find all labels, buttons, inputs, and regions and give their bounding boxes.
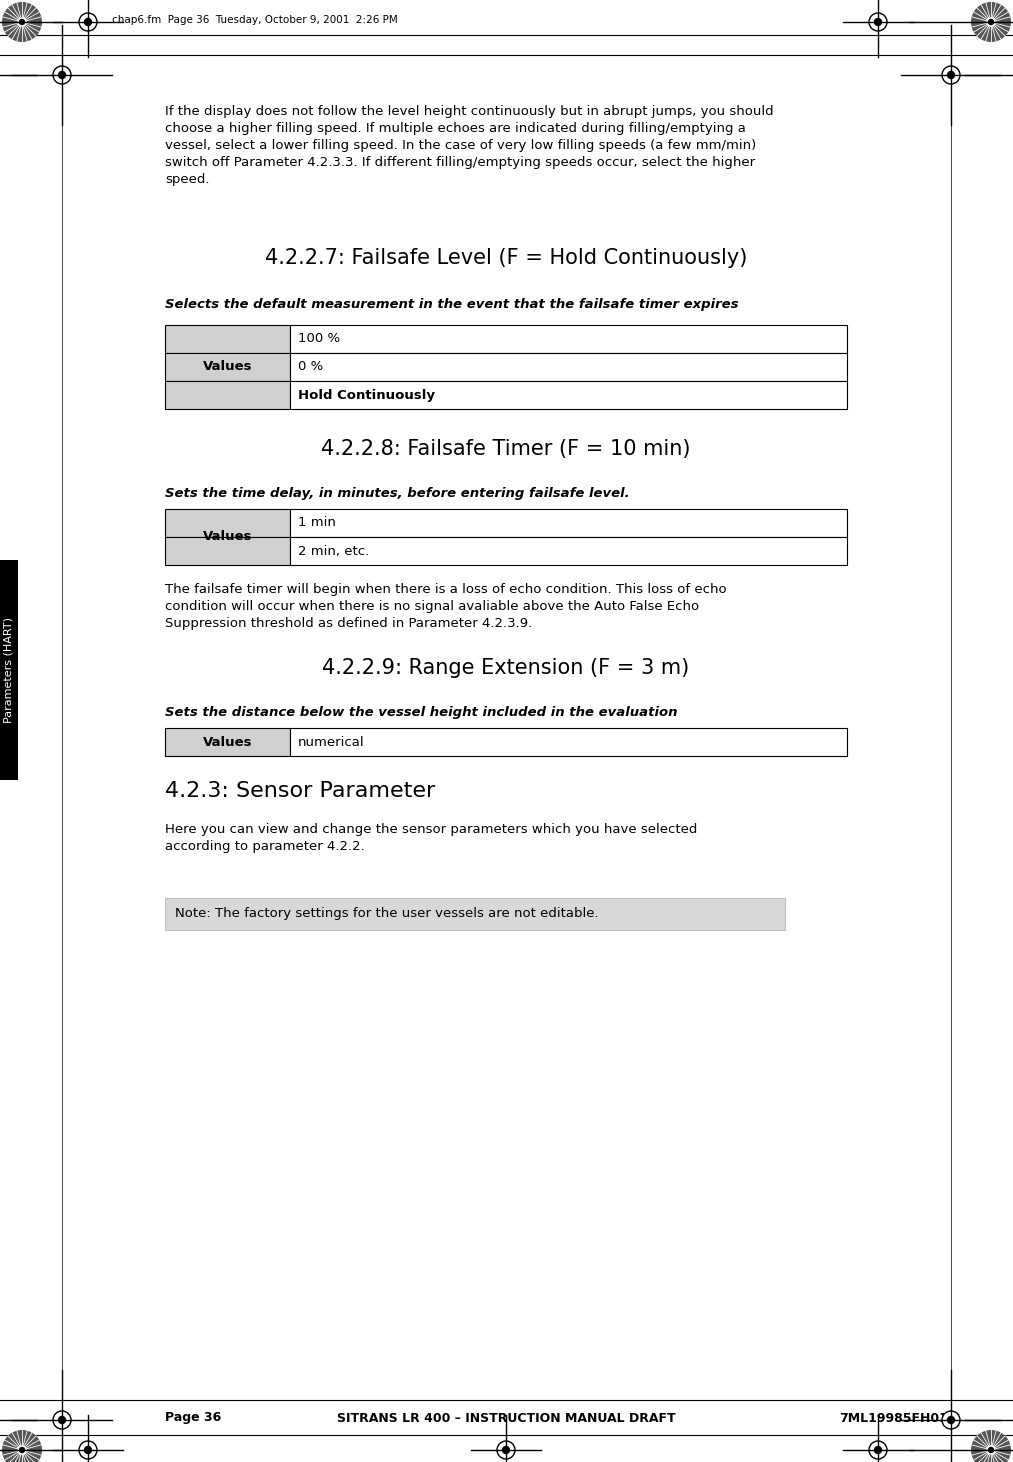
Circle shape (19, 19, 24, 25)
Circle shape (18, 18, 26, 26)
Circle shape (2, 1430, 42, 1462)
Bar (165, 898, 785, 930)
Text: Here you can view and change the sensor parameters which you have selected
accor: Here you can view and change the sensor … (165, 823, 697, 852)
Text: 1 min: 1 min (298, 516, 336, 529)
Bar (165, 352, 290, 382)
Bar (290, 352, 847, 382)
Circle shape (53, 1411, 71, 1428)
Circle shape (79, 13, 97, 31)
Circle shape (987, 18, 995, 26)
Text: Note: The factory settings for the user vessels are not editable.: Note: The factory settings for the user … (175, 908, 599, 921)
Circle shape (79, 1442, 97, 1459)
Bar (165, 537, 290, 564)
Text: 4.2.2.7: Failsafe Level (F = Hold Continuously): 4.2.2.7: Failsafe Level (F = Hold Contin… (264, 249, 748, 268)
Circle shape (869, 1442, 887, 1459)
Text: 4.2.2.8: Failsafe Timer (F = 10 min): 4.2.2.8: Failsafe Timer (F = 10 min) (321, 439, 691, 459)
Circle shape (59, 72, 66, 79)
Text: Parameters (HART): Parameters (HART) (4, 617, 14, 724)
Circle shape (971, 1430, 1011, 1462)
Circle shape (874, 19, 881, 25)
Circle shape (59, 1417, 66, 1424)
Circle shape (989, 1447, 994, 1453)
Text: numerical: numerical (298, 735, 365, 749)
Text: Values: Values (203, 531, 252, 544)
Text: Sets the distance below the vessel height included in the evaluation: Sets the distance below the vessel heigh… (165, 706, 678, 719)
Circle shape (53, 66, 71, 83)
Text: 4.2.2.9: Range Extension (F = 3 m): 4.2.2.9: Range Extension (F = 3 m) (322, 658, 690, 678)
Bar (290, 537, 847, 564)
Text: The failsafe timer will begin when there is a loss of echo condition. This loss : The failsafe timer will begin when there… (165, 583, 726, 630)
Text: 7ML19985FH01: 7ML19985FH01 (839, 1411, 948, 1424)
Circle shape (942, 66, 960, 83)
Text: Sets the time delay, in minutes, before entering failsafe level.: Sets the time delay, in minutes, before … (165, 487, 630, 500)
Circle shape (2, 1, 42, 42)
Circle shape (18, 1446, 26, 1455)
Bar (290, 728, 847, 756)
Text: chap6.fm  Page 36  Tuesday, October 9, 2001  2:26 PM: chap6.fm Page 36 Tuesday, October 9, 200… (112, 15, 398, 25)
Text: If the display does not follow the level height continuously but in abrupt jumps: If the display does not follow the level… (165, 105, 774, 186)
Bar (290, 509, 847, 537)
Circle shape (84, 1446, 91, 1453)
Circle shape (869, 13, 887, 31)
Circle shape (971, 1, 1011, 42)
Bar (165, 509, 290, 537)
Text: 4.2.3: Sensor Parameter: 4.2.3: Sensor Parameter (165, 781, 436, 801)
Bar (165, 728, 290, 756)
Bar (165, 382, 290, 409)
Text: 0 %: 0 % (298, 361, 323, 373)
Text: Values: Values (203, 361, 252, 373)
Circle shape (19, 1447, 24, 1453)
Circle shape (987, 1446, 995, 1455)
Text: 2 min, etc.: 2 min, etc. (298, 544, 370, 557)
Text: Hold Continuously: Hold Continuously (298, 389, 435, 402)
Bar (165, 325, 290, 352)
Circle shape (947, 72, 954, 79)
Bar (0, 560, 18, 781)
Text: 100 %: 100 % (298, 332, 340, 345)
Circle shape (947, 1417, 954, 1424)
Circle shape (502, 1446, 510, 1453)
Bar (290, 325, 847, 352)
Circle shape (84, 19, 91, 25)
Circle shape (874, 1446, 881, 1453)
Circle shape (989, 19, 994, 25)
Text: SITRANS LR 400 – INSTRUCTION MANUAL DRAFT: SITRANS LR 400 – INSTRUCTION MANUAL DRAF… (336, 1411, 676, 1424)
Circle shape (497, 1442, 515, 1459)
Text: Page 36: Page 36 (165, 1411, 221, 1424)
Text: Selects the default measurement in the event that the failsafe timer expires: Selects the default measurement in the e… (165, 298, 738, 311)
Text: Values: Values (203, 735, 252, 749)
Circle shape (942, 1411, 960, 1428)
Bar (290, 382, 847, 409)
